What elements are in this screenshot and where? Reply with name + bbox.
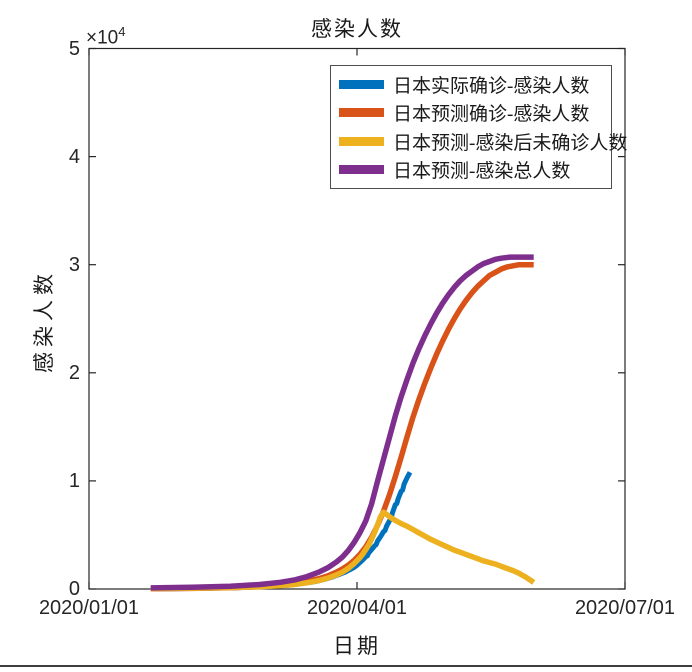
legend-line-swatch [339,165,384,175]
x-axis-title: 日期 [333,634,381,658]
y-axis-multiplier: ×104 [86,24,125,49]
y-tick-label: 3 [68,253,80,276]
y-axis-multiplier-exponent: 4 [118,24,126,39]
legend-item: 日本实际确诊-感染人数 [339,71,607,98]
legend-label: 日本实际确诊-感染人数 [393,75,590,97]
y-axis-title: 感染人数 [32,269,56,373]
series-line [150,254,534,591]
legend-label: 日本预测-感染后未确诊人数 [393,132,628,154]
y-tick-label: 4 [68,145,80,168]
page-bottom-divider [0,665,692,667]
x-tick-label: 2020/07/01 [574,597,676,619]
legend-line-swatch [339,136,384,146]
chart-title: 感染人数 [311,17,403,41]
series-line [150,471,413,592]
y-tick-label: 5 [68,37,80,60]
x-tick-label: 2020/04/01 [306,597,408,619]
legend-line-swatch [339,108,384,118]
y-tick-label: 2 [68,361,80,384]
legend-label: 日本预测确诊-感染人数 [393,104,590,126]
legend-item: 日本预测-感染总人数 [339,156,607,183]
x-tick-label: 2020/01/01 [38,597,140,619]
legend-item: 日本预测确诊-感染人数 [339,99,607,126]
legend-item: 日本预测-感染后未确诊人数 [339,128,627,155]
y-tick-label: 0 [68,578,80,600]
y-axis-multiplier-base: ×10 [86,27,119,49]
series-line [150,509,536,592]
legend-box: 日本实际确诊-感染人数 日本预测确诊-感染人数日本预测-感染后未确诊人数 日本预测-… [330,65,627,189]
series-line [150,261,534,592]
legend-line-swatch [339,79,384,89]
legend-label: 日本预测-感染总人数 [393,161,571,183]
y-tick-label: 1 [68,469,80,492]
